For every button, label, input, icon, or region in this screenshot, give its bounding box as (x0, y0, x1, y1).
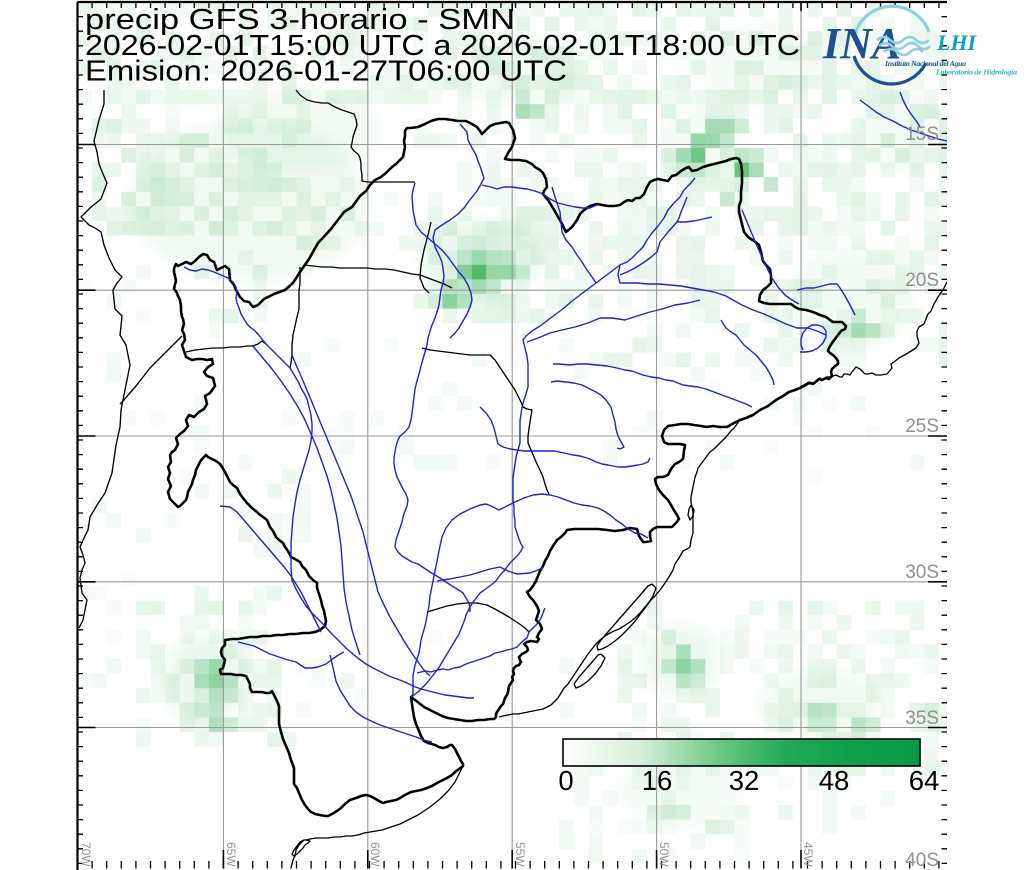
svg-text:50W: 50W (657, 842, 671, 867)
svg-text:15S: 15S (905, 124, 939, 145)
svg-text:65W: 65W (224, 842, 238, 867)
svg-text:2026-02-01T15:00 UTC a 2026-02: 2026-02-01T15:00 UTC a 2026-02-01T18:00 … (85, 30, 800, 62)
svg-text:16: 16 (642, 765, 673, 796)
svg-text:Emision: 2026-01-27T06:00 UTC: Emision: 2026-01-27T06:00 UTC (85, 56, 567, 88)
svg-text:0: 0 (558, 765, 573, 796)
svg-text:35S: 35S (905, 708, 939, 729)
svg-text:64: 64 (909, 765, 940, 796)
svg-text:LHI: LHI (936, 30, 978, 55)
svg-text:48: 48 (819, 765, 850, 796)
svg-text:45W: 45W (801, 842, 815, 867)
svg-text:Laboratorio de Hidrología: Laboratorio de Hidrología (935, 68, 1017, 77)
svg-text:30S: 30S (905, 562, 939, 583)
svg-text:precip GFS 3-horario - SMN: precip GFS 3-horario - SMN (85, 4, 515, 36)
svg-text:Instituto Nacional del Agua: Instituto Nacional del Agua (884, 59, 966, 68)
svg-text:70W: 70W (79, 842, 93, 867)
svg-text:40S: 40S (905, 850, 939, 870)
svg-text:60W: 60W (368, 842, 382, 867)
svg-text:20S: 20S (905, 270, 939, 291)
svg-text:32: 32 (729, 765, 760, 796)
svg-text:55W: 55W (513, 842, 527, 867)
svg-text:25S: 25S (905, 416, 939, 437)
